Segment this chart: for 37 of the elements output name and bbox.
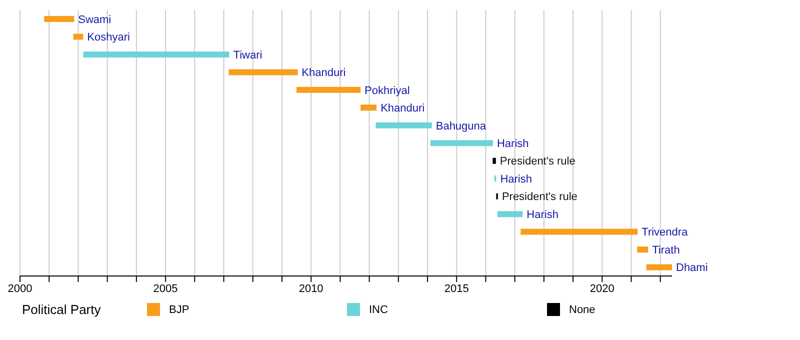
bar	[360, 104, 377, 111]
bar	[296, 86, 361, 93]
x-tick-label: 2020	[590, 282, 614, 295]
y-tick-label: Harish	[496, 138, 529, 150]
x-tick-label: 2010	[298, 282, 324, 295]
bar	[44, 16, 74, 22]
y-tick-label: Pokhriyal	[364, 84, 410, 97]
legend-label: BJP	[169, 304, 190, 316]
y-tick-label: Harish	[500, 173, 532, 186]
x-tick-label: 2005	[153, 282, 178, 295]
bar	[492, 158, 496, 164]
y-tick-label: Bahuguna	[436, 120, 487, 132]
legend-label: INC	[369, 304, 388, 316]
bar	[646, 264, 672, 270]
y-tick-label: Tirath	[652, 244, 680, 256]
y-tick-label: President's rule	[500, 156, 576, 168]
bar	[430, 140, 493, 146]
y-tick-label: Tiwari	[233, 49, 262, 62]
bar	[497, 211, 523, 218]
bar	[520, 228, 638, 235]
y-tick-label: Khanduri	[302, 67, 346, 80]
x-tick-label: 2015	[444, 282, 469, 295]
legend-label: None	[569, 304, 596, 316]
bar	[637, 246, 648, 253]
bar	[376, 122, 432, 128]
bar	[228, 69, 298, 76]
y-tick-label: Trivendra	[642, 226, 689, 239]
bar	[73, 34, 84, 40]
y-tick-label: Dhami	[676, 262, 708, 274]
y-tick-label: President's rule	[502, 191, 578, 204]
y-tick-label: Koshyari	[87, 32, 130, 44]
x-tick-label: 2000	[8, 282, 32, 295]
bar	[83, 51, 230, 58]
y-tick-label: Khanduri	[380, 102, 425, 115]
y-tick-label: Swami	[78, 14, 112, 26]
legend-title: Political Party	[22, 302, 102, 317]
y-tick-label: Harish	[526, 208, 558, 221]
